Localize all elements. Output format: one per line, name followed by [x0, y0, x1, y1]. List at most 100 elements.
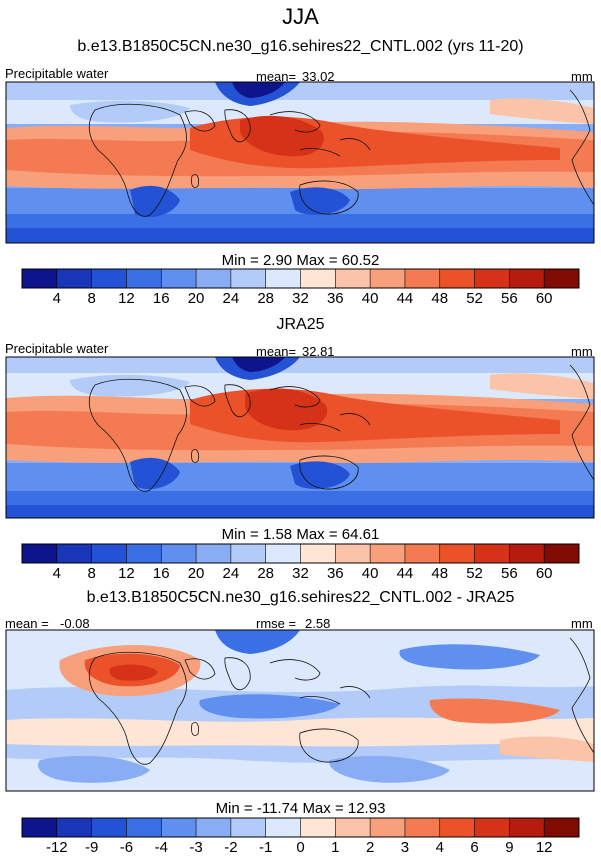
panel2-colorbar-tick-label: 32: [292, 565, 309, 582]
panel1-colorbar-box-4: [161, 269, 197, 288]
panel2-colorbar-tick-label: 52: [466, 565, 483, 582]
panel2-colorbar-box-4: [161, 544, 197, 563]
panel2-min-value: 1.58: [262, 526, 293, 543]
panel3-colorbar-box-2: [91, 818, 127, 837]
panel1-colorbar-box-13: [474, 269, 510, 288]
panel2-coastline-5: [191, 449, 199, 463]
panel1-title: b.e13.B1850C5CN.ne30_g16.sehires22_CNTL.…: [77, 38, 524, 55]
figure-title: JJA: [282, 4, 319, 29]
panel3-colorbar-tick-label: -12: [46, 839, 68, 856]
panel2-colorbar-tick-label: 40: [362, 565, 379, 582]
panel2-colorbar-tick-label: 36: [327, 565, 344, 582]
panel3-colorbar-box-12: [439, 818, 475, 837]
panel2-min-label: Min =: [221, 526, 259, 543]
panel2-colorbar-tick-label: 56: [501, 565, 518, 582]
panel2-max-value: 64.61: [341, 526, 380, 543]
panel2-colorbar-box-14: [509, 544, 545, 563]
panel3-colorbar-box-8: [300, 818, 336, 837]
panel2-colorbar-box-7: [265, 544, 301, 563]
panel3-colorbar-tick-label: -1: [259, 839, 272, 856]
panel3-colorbar-box-13: [474, 818, 510, 837]
panel1-colorbar-box-3: [126, 269, 162, 288]
panel2-variable-label: Precipitable water: [5, 341, 109, 356]
panel2-minmax: Min = 1.58 Max = 64.61: [0, 526, 601, 543]
panel3-colorbar-box-7: [265, 818, 301, 837]
panel2-colorbar-tick-label: 60: [536, 565, 553, 582]
panel1-colorbar-box-2: [91, 269, 127, 288]
panel1-colorbar-box-6: [230, 269, 267, 288]
panel3-colorbar-tick-label: 3: [401, 839, 409, 856]
panel2-colorbar-box-5: [196, 544, 232, 563]
panel1-colorbar-box-9: [335, 269, 371, 288]
panel2-coastline-4: [569, 364, 595, 481]
panel2-max-label: Max =: [296, 526, 338, 543]
panel1-colorbar-tick-label: 36: [327, 290, 344, 307]
panel2-coastline-0: [88, 378, 187, 492]
panel1-coastlines: [88, 89, 595, 217]
panel1-colorbar-box-10: [370, 269, 406, 288]
panel2-title: JRA25: [276, 316, 325, 333]
panel1-colorbar-box-14: [509, 269, 545, 288]
panel3-coastline-5: [191, 722, 199, 736]
panel2-units: mm: [571, 344, 593, 359]
panel1-colorbar-tick-label: 8: [87, 290, 95, 307]
panel1-colorbar-box-11: [404, 269, 441, 288]
panel3-colorbar-box-4: [161, 818, 197, 837]
panel3-colorbar-tick-label: 0: [296, 839, 304, 856]
panel2-colorbar-box-11: [404, 544, 441, 563]
panel2-mean-label: mean=: [256, 344, 297, 359]
panel1-colorbar-box-8: [300, 269, 336, 288]
panel3-coastline-4: [569, 637, 595, 754]
panel1-min-label: Min =: [221, 252, 259, 269]
panel3-title: b.e13.B1850C5CN.ne30_g16.sehires22_CNTL.…: [86, 589, 515, 606]
panel1-mean-value: 33.02: [302, 69, 335, 84]
panel1-colorbar-tick-label: 40: [362, 290, 379, 307]
panel1-colorbar-box-7: [265, 269, 301, 288]
panel1-minmax: Min = 2.90 Max = 60.52: [0, 252, 601, 269]
panel2-colorbar-box-2: [91, 544, 127, 563]
panel1-max-label: Max =: [296, 252, 338, 269]
panel3-colorbar-tick-label: -6: [120, 839, 133, 856]
panel3-colorbar-box-15: [544, 818, 580, 837]
panel1-colorbar-tick-label: 60: [536, 290, 553, 307]
panel1-mean-label: mean=: [256, 69, 297, 84]
panel2-coastline-2: [269, 386, 371, 432]
panel1-coastline-5: [191, 174, 199, 188]
panel3-min-label: Min =: [215, 800, 253, 817]
panel3-colorbar-box-3: [126, 818, 162, 837]
panel1-colorbar-tick-label: 52: [466, 290, 483, 307]
panel3-colorbar-tick-label: -2: [224, 839, 237, 856]
panel3-colorbar-box-9: [335, 818, 371, 837]
panel2-colorbar-tick-label: 20: [188, 565, 205, 582]
panel1-coastline-0: [88, 103, 187, 217]
panel2-coastlines: [88, 364, 595, 492]
panel3-minmax: Min = -11.74 Max = 12.93: [0, 800, 601, 817]
panel2-colorbar-tick-label: 4: [53, 565, 61, 582]
panel2-colorbar-tick-label: 16: [153, 565, 170, 582]
panel2-colorbar-box-8: [300, 544, 336, 563]
panel3-colorbar-tick-label: 2: [366, 839, 374, 856]
panel3-coastline-0: [88, 651, 187, 765]
panel2-colorbar-tick-label: 24: [223, 565, 240, 582]
panel1-colorbar-tick-label: 24: [223, 290, 240, 307]
panel1-colorbar-tick-label: 4: [53, 290, 61, 307]
panel2-colorbar-tick-label: 28: [257, 565, 274, 582]
panel2-colorbar-tick-label: 8: [87, 565, 95, 582]
panel1-colorbar-tick-label: 16: [153, 290, 170, 307]
panel3-colorbar-box-10: [370, 818, 406, 837]
panel2-map: [6, 357, 594, 518]
panel1-max-value: 60.52: [341, 252, 380, 269]
panel2-colorbar-box-13: [474, 544, 510, 563]
panel3-colorbar-box-5: [196, 818, 232, 837]
panel1-colorbar-box-12: [439, 269, 475, 288]
panel3-units: mm: [571, 616, 593, 631]
panel3-colorbar-tick-label: 4: [436, 839, 444, 856]
panel1-colorbar-box-15: [544, 269, 580, 288]
panel1-colorbar-tick-label: 48: [431, 290, 448, 307]
panel3-coastline-1: [184, 657, 251, 691]
panel2-colorbar-box-0: [22, 544, 58, 563]
panel1-coastline-4: [569, 89, 595, 206]
panel3-coastline-3: [299, 728, 359, 763]
panel1-colorbar-box-1: [56, 269, 93, 288]
